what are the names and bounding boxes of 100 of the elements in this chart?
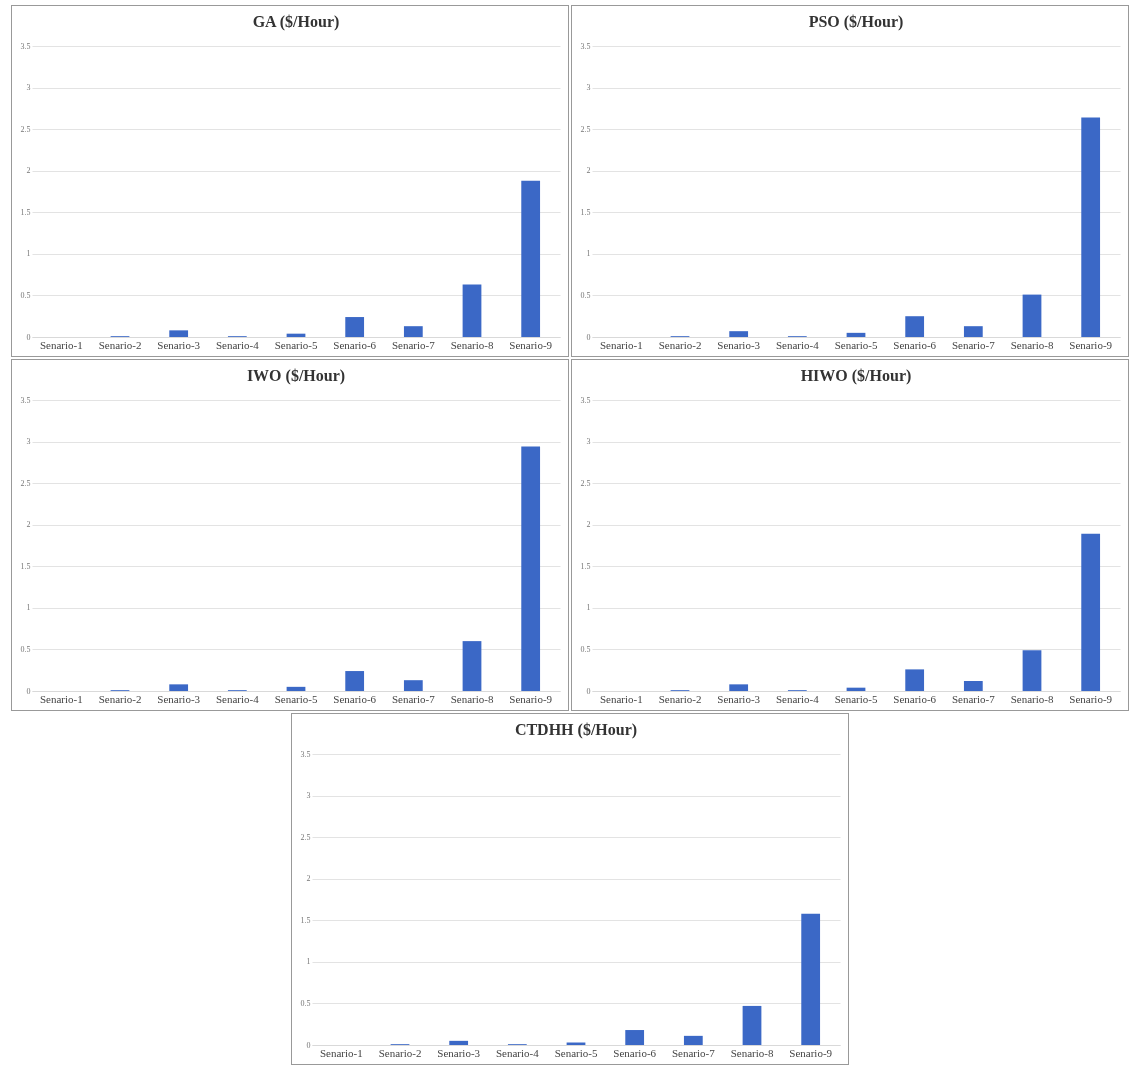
y-tick-label: 3 <box>586 437 590 447</box>
x-tick-label: Senario-2 <box>658 692 701 705</box>
bar <box>624 1030 644 1045</box>
bar <box>904 316 924 337</box>
x-tick-label: Senario-6 <box>892 338 937 351</box>
chart-title: CTDHH ($/Hour) <box>514 721 637 739</box>
y-tick-label: 2 <box>586 520 590 530</box>
x-tick-label: Senario-3 <box>156 338 201 351</box>
bar <box>742 1005 761 1045</box>
x-tick-label: Senario-3 <box>716 338 761 351</box>
x-tick-label: Senario-7 <box>391 692 435 705</box>
x-tick-label: Senario-3 <box>436 1046 481 1059</box>
bar <box>403 326 423 337</box>
x-tick-label: Senario-8 <box>450 692 494 705</box>
x-tick-label: Senario-3 <box>156 692 201 705</box>
y-tick-label: 1.5 <box>300 915 310 925</box>
x-tick-label: Senario-5 <box>554 1046 598 1059</box>
chart-title: GA ($/Hour) <box>252 13 339 31</box>
bar <box>963 326 983 337</box>
bar <box>904 669 924 691</box>
y-tick-label: 1 <box>586 249 590 259</box>
y-tick-label: 2.5 <box>580 124 590 134</box>
y-tick-label: 3 <box>586 83 590 93</box>
x-tick-label: Senario-4 <box>775 692 819 705</box>
x-tick-label: Senario-1 <box>39 692 83 705</box>
x-tick-label: Senario-5 <box>834 692 878 705</box>
y-tick-label: 0.5 <box>20 644 30 654</box>
y-tick-label: 1.5 <box>20 561 30 571</box>
y-tick-label: 3.5 <box>300 749 310 759</box>
bar <box>1022 294 1041 337</box>
bar <box>800 913 820 1045</box>
chart-title: PSO ($/Hour) <box>808 13 903 31</box>
x-tick-label: Senario-2 <box>658 338 701 351</box>
y-tick-label: 1 <box>306 957 310 967</box>
bar <box>462 284 481 337</box>
x-tick-label: Senario-5 <box>274 692 318 705</box>
y-tick-label: 1 <box>586 603 590 613</box>
bar <box>168 330 188 337</box>
x-tick-label: Senario-7 <box>671 1046 715 1059</box>
bar <box>462 641 481 691</box>
y-tick-label: 1 <box>26 603 30 613</box>
x-tick-label: Senario-9 <box>1068 338 1113 351</box>
bar <box>963 681 983 691</box>
x-tick-label: Senario-4 <box>215 692 259 705</box>
x-tick-label: Senario-1 <box>599 338 643 351</box>
y-tick-label: 0 <box>26 686 30 696</box>
x-tick-label: Senario-1 <box>319 1046 363 1059</box>
y-tick-label: 1.5 <box>580 207 590 217</box>
bar <box>728 684 748 691</box>
x-tick-label: Senario-6 <box>332 338 377 351</box>
x-tick-label: Senario-1 <box>39 338 83 351</box>
x-tick-label: Senario-1 <box>599 692 643 705</box>
x-tick-label: Senario-9 <box>788 1046 833 1059</box>
x-tick-label: Senario-6 <box>612 1046 657 1059</box>
bar <box>448 1040 468 1045</box>
bar <box>728 331 748 337</box>
x-tick-label: Senario-9 <box>1068 692 1113 705</box>
bar <box>344 317 364 337</box>
y-tick-label: 2.5 <box>300 832 310 842</box>
x-tick-label: Senario-2 <box>98 692 141 705</box>
bar <box>683 1035 703 1045</box>
y-tick-label: 3.5 <box>20 395 30 405</box>
x-tick-label: Senario-9 <box>508 338 553 351</box>
y-tick-label: 0.5 <box>300 998 310 1008</box>
x-tick-label: Senario-3 <box>716 692 761 705</box>
x-tick-label: Senario-8 <box>730 1046 774 1059</box>
x-tick-label: Senario-5 <box>834 338 878 351</box>
x-tick-label: Senario-2 <box>378 1046 421 1059</box>
y-tick-label: 2.5 <box>20 478 30 488</box>
bar <box>168 684 188 691</box>
y-tick-label: 0 <box>586 686 590 696</box>
y-tick-label: 0 <box>26 332 30 342</box>
bar <box>520 180 540 337</box>
y-tick-label: 2.5 <box>20 124 30 134</box>
y-tick-label: 1.5 <box>580 561 590 571</box>
x-tick-label: Senario-7 <box>391 338 435 351</box>
y-tick-label: 0.5 <box>580 644 590 654</box>
x-tick-label: Senario-9 <box>508 692 553 705</box>
chart-title: IWO ($/Hour) <box>246 367 345 385</box>
bar <box>846 332 865 337</box>
y-tick-label: 2 <box>586 166 590 176</box>
x-tick-label: Senario-7 <box>951 338 995 351</box>
y-tick-label: 2 <box>26 520 30 530</box>
x-tick-label: Senario-8 <box>1010 692 1054 705</box>
y-tick-label: 1 <box>26 249 30 259</box>
x-tick-label: Senario-2 <box>98 338 141 351</box>
y-tick-label: 3.5 <box>580 395 590 405</box>
y-tick-label: 0.5 <box>20 290 30 300</box>
y-tick-label: 3.5 <box>580 41 590 51</box>
y-tick-label: 1.5 <box>20 207 30 217</box>
bar <box>1080 533 1100 691</box>
y-tick-label: 0 <box>586 332 590 342</box>
bar <box>403 680 423 691</box>
bar <box>1022 650 1041 691</box>
bar <box>286 686 305 691</box>
x-tick-label: Senario-8 <box>1010 338 1054 351</box>
y-tick-label: 3 <box>26 437 30 447</box>
chart-title: HIWO ($/Hour) <box>800 367 911 385</box>
y-tick-label: 2 <box>26 166 30 176</box>
y-tick-label: 3 <box>306 791 310 801</box>
